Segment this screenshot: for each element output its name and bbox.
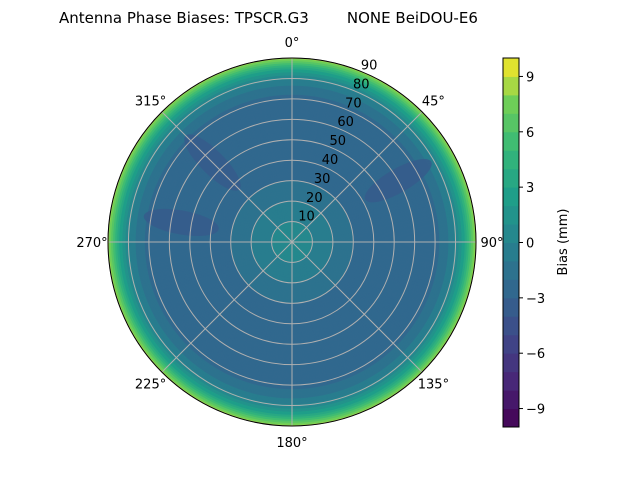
theta-tick-label: 180° — [276, 436, 307, 451]
colorbar-band — [503, 334, 519, 354]
colorbar-band — [503, 113, 519, 133]
theta-gridline — [291, 241, 423, 373]
colorbar-band — [503, 408, 519, 428]
colorbar-band — [503, 260, 519, 280]
r-tick-label: 10 — [298, 210, 315, 225]
colorbar-band — [503, 353, 519, 373]
polar-frame — [107, 57, 477, 427]
theta-tick-label: 315° — [135, 95, 166, 110]
r-tick-label: 70 — [345, 96, 362, 111]
colorbar-band — [503, 390, 519, 410]
theta-gridline — [161, 241, 293, 373]
theta-tick-labels: 0° 45° 90° 135° 180° 225° 270° 315° — [76, 36, 503, 451]
colorbar-tick-label: 3 — [526, 181, 534, 196]
colorbar-tick-label: 6 — [526, 126, 534, 141]
colorbar-band — [503, 58, 519, 77]
colorbar-band — [503, 150, 519, 170]
theta-tick-label: 90° — [480, 236, 503, 251]
colorbar-band — [503, 297, 519, 317]
contour-minimum — [143, 208, 219, 237]
r-tick-label: 40 — [322, 153, 339, 168]
colorbar-band — [503, 316, 519, 336]
theta-tick-label: 270° — [76, 236, 107, 251]
r-tick-label: 20 — [306, 191, 323, 206]
theta-gridline — [291, 111, 423, 243]
polar-grid — [107, 57, 477, 427]
r-tick-label: 30 — [314, 172, 331, 187]
colorbar-band — [503, 131, 519, 151]
colorbar-band — [503, 168, 519, 188]
theta-tick-label: 225° — [135, 377, 166, 392]
colorbar-band — [503, 76, 519, 96]
radial-tick-labels: 10 20 30 40 50 60 70 80 90 — [298, 59, 377, 225]
colorbar-tick-label: 9 — [526, 70, 534, 85]
colorbar-tick-label: −6 — [526, 347, 545, 362]
colorbar-band — [503, 224, 519, 243]
r-tick-label: 50 — [330, 134, 347, 149]
colorbar-band — [503, 371, 519, 391]
colorbar-tick-label: −9 — [526, 403, 545, 418]
theta-tick-label: 135° — [418, 377, 449, 392]
colorbar-band — [503, 279, 519, 299]
colorbar-band — [503, 205, 519, 225]
r-tick-label: 60 — [337, 115, 354, 130]
theta-tick-label: 45° — [422, 95, 445, 110]
colorbar-tick-label: 0 — [526, 237, 534, 252]
colorbar-label: Bias (mm) — [556, 209, 571, 276]
colorbar-band — [503, 242, 519, 262]
theta-tick-label: 0° — [285, 36, 300, 51]
r-tick-label: 90 — [361, 59, 378, 74]
colorbar: −9 −6 −3 0 3 6 9 — [502, 57, 545, 428]
theta-gridline — [161, 111, 293, 243]
colorbar-band — [503, 94, 519, 114]
r-tick-label: 80 — [353, 77, 370, 92]
chart-title: Antenna Phase Biases: TPSCR.G3 NONE BeiD… — [59, 9, 478, 27]
colorbar-band — [503, 187, 519, 207]
colorbar-tick-label: −3 — [526, 292, 545, 307]
